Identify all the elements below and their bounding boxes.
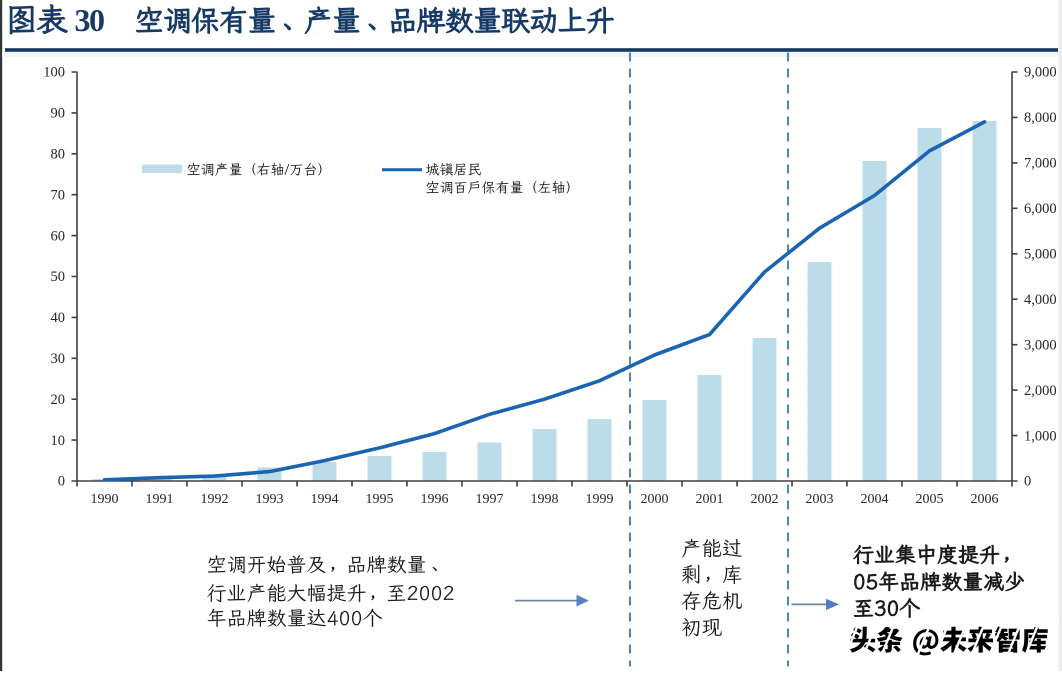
svg-text:70: 70 xyxy=(51,187,66,203)
svg-text:2004: 2004 xyxy=(861,492,889,507)
svg-text:6,000: 6,000 xyxy=(1024,201,1057,217)
svg-text:7,000: 7,000 xyxy=(1024,156,1057,172)
svg-text:1998: 1998 xyxy=(531,492,559,507)
svg-text:60: 60 xyxy=(51,228,66,244)
svg-text:1994: 1994 xyxy=(311,492,339,507)
svg-text:2003: 2003 xyxy=(806,492,834,507)
svg-text:1,000: 1,000 xyxy=(1024,428,1057,444)
svg-text:2002: 2002 xyxy=(751,492,779,507)
svg-text:2,000: 2,000 xyxy=(1024,383,1057,399)
svg-text:40: 40 xyxy=(51,310,66,326)
svg-text:1993: 1993 xyxy=(256,492,284,507)
svg-text:90: 90 xyxy=(51,106,66,122)
svg-text:30: 30 xyxy=(51,351,66,367)
svg-text:50: 50 xyxy=(51,269,66,285)
svg-text:1997: 1997 xyxy=(476,492,504,507)
svg-text:100: 100 xyxy=(43,65,65,81)
svg-text:4,000: 4,000 xyxy=(1024,292,1057,308)
svg-text:2006: 2006 xyxy=(971,492,999,507)
svg-text:1999: 1999 xyxy=(586,492,614,507)
svg-text:80: 80 xyxy=(51,147,66,163)
svg-text:1991: 1991 xyxy=(146,492,174,507)
svg-text:2005: 2005 xyxy=(916,492,944,507)
svg-text:2001: 2001 xyxy=(696,492,724,507)
svg-text:0: 0 xyxy=(1024,474,1031,490)
svg-text:1992: 1992 xyxy=(201,492,229,507)
svg-text:9,000: 9,000 xyxy=(1024,65,1057,81)
svg-text:20: 20 xyxy=(51,392,66,408)
svg-text:8,000: 8,000 xyxy=(1024,110,1057,126)
svg-text:30: 30 xyxy=(75,2,105,38)
svg-text:1995: 1995 xyxy=(366,492,394,507)
svg-text:5,000: 5,000 xyxy=(1024,247,1057,263)
svg-text:3,000: 3,000 xyxy=(1024,337,1057,353)
svg-text:10: 10 xyxy=(51,433,66,449)
svg-text:1996: 1996 xyxy=(421,492,449,507)
svg-text:0: 0 xyxy=(58,474,65,490)
svg-text:2000: 2000 xyxy=(641,492,669,507)
svg-text:1990: 1990 xyxy=(91,492,119,507)
